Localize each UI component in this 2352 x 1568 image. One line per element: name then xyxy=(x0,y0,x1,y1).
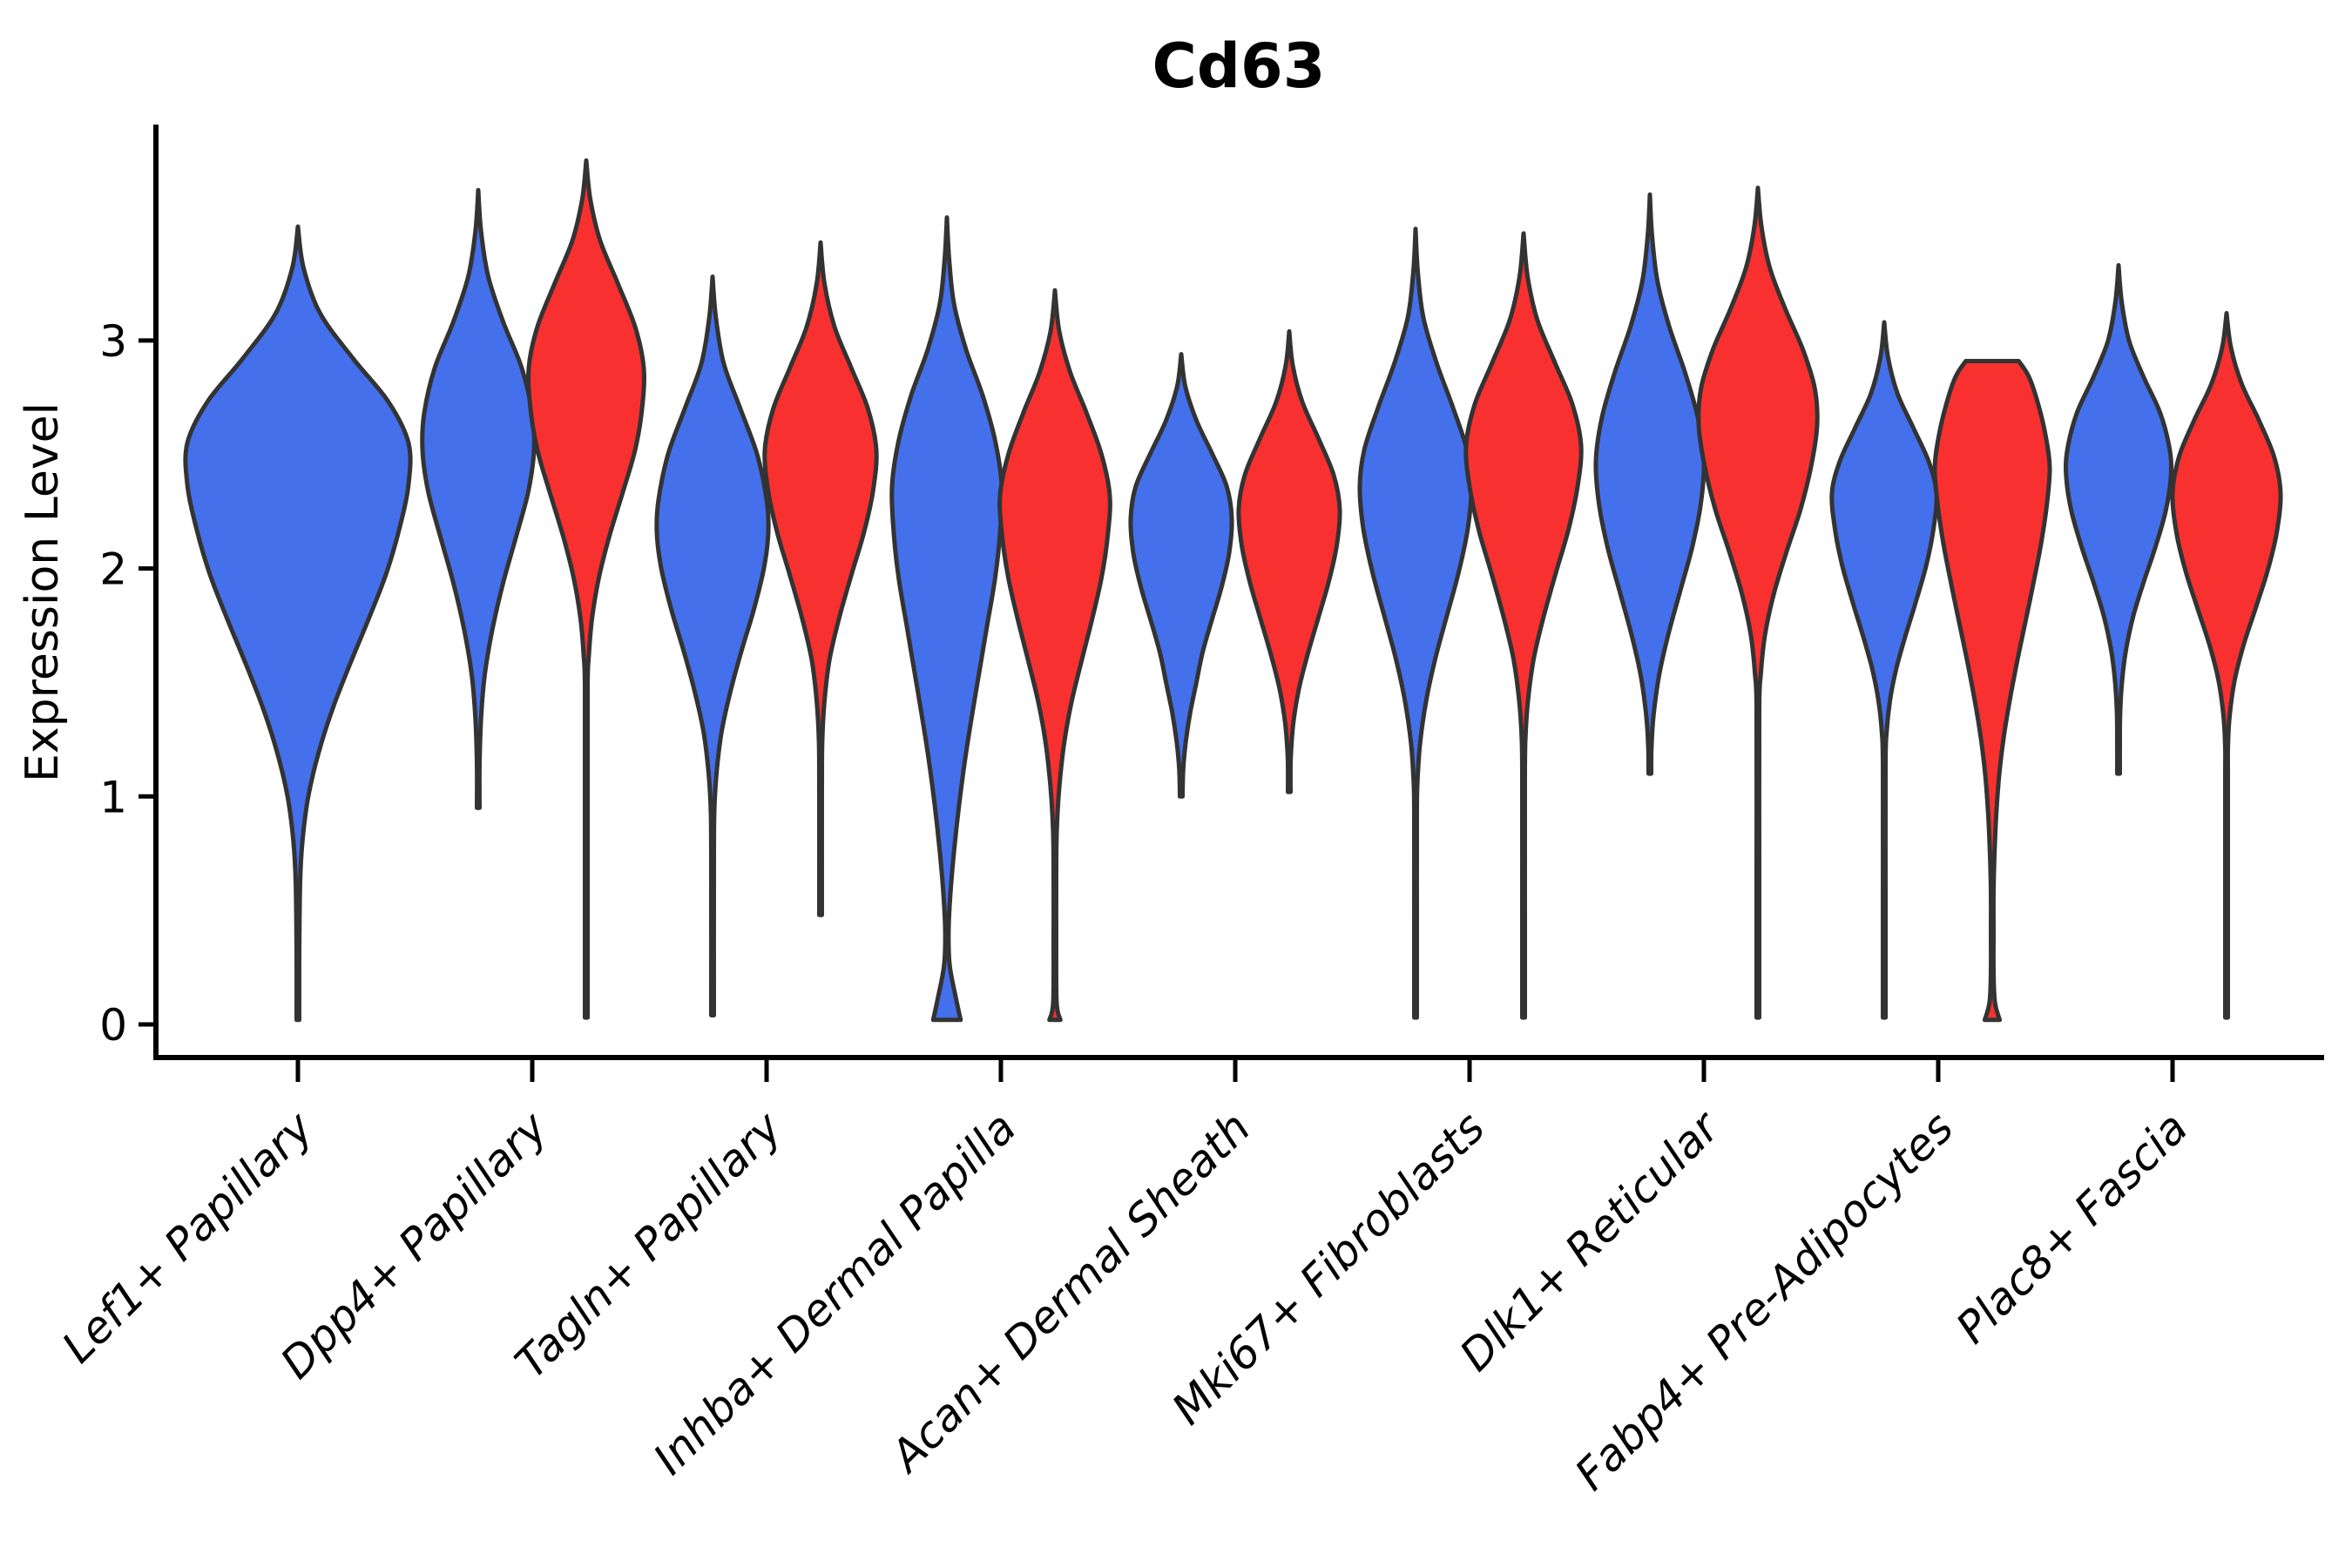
violin-blue xyxy=(654,274,771,1017)
y-tick-label: 1 xyxy=(99,772,127,822)
violin-red xyxy=(1236,328,1342,794)
violin-red xyxy=(1463,231,1584,1020)
x-tick-label: Lef1+ Papillary xyxy=(52,1101,323,1372)
violin-blue xyxy=(1357,226,1474,1020)
y-tick-label: 2 xyxy=(99,544,127,595)
violin-red xyxy=(1932,359,2052,1023)
violin-blue xyxy=(420,187,537,810)
violin-blue xyxy=(183,224,413,1023)
violin-red xyxy=(1696,186,1820,1020)
violin-red xyxy=(2170,311,2283,1020)
x-tick-label: Fabp4+ Pre-Adipocytes xyxy=(1565,1102,1963,1500)
y-axis-label: Expression Level xyxy=(17,402,69,782)
violin-red xyxy=(997,287,1112,1023)
y-tick-label: 3 xyxy=(99,316,127,367)
violin-blue xyxy=(1128,352,1234,799)
axes xyxy=(139,125,2324,1082)
x-tick-label: Plac8+ Fascia xyxy=(1947,1102,2198,1353)
violin-red xyxy=(526,158,646,1020)
violin-blue xyxy=(1593,192,1707,776)
x-tick-label: Dlk1+ Reticular xyxy=(1450,1100,1731,1381)
violins xyxy=(183,158,2283,1023)
violin-red xyxy=(762,240,879,917)
violin-blue xyxy=(1829,320,1939,1020)
y-tick-label: 0 xyxy=(99,1000,127,1051)
violin-blue xyxy=(2064,263,2173,776)
chart-title: Cd63 xyxy=(1152,30,1326,102)
violin-blue xyxy=(889,215,1004,1023)
